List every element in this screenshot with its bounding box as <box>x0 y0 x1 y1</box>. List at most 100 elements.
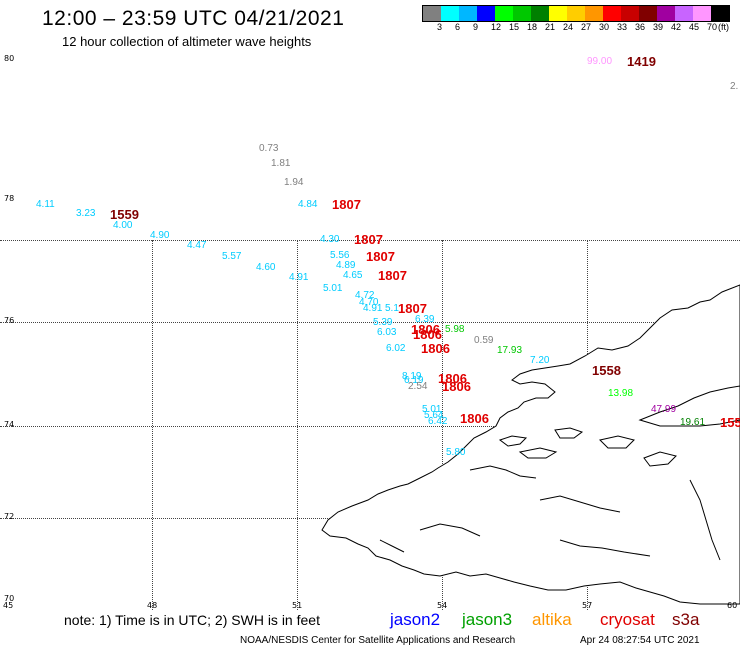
swh-reading: 99.00 <box>587 56 613 67</box>
map-title: 12:00 – 23:59 UTC 04/21/2021 <box>42 7 345 30</box>
swh-reading: 1.81 <box>271 158 291 169</box>
legend-unit: (ft) <box>718 22 729 32</box>
legend-swatch <box>567 6 585 21</box>
legend-swatch <box>423 6 441 21</box>
swh-reading: 4.70 <box>359 297 379 308</box>
satellite-s3a: s3a <box>672 610 700 629</box>
time-label: 1807 <box>398 301 427 316</box>
swh-reading: 4.72 <box>355 290 375 301</box>
swh-reading: 6.39 <box>415 314 435 325</box>
grid-line <box>297 240 298 610</box>
time-label: 1807 <box>378 268 407 283</box>
legend-label: 42 <box>671 22 682 32</box>
time-label: 1806 <box>411 322 440 337</box>
swh-reading: 4.91 <box>289 272 309 283</box>
legend-swatch <box>621 6 639 21</box>
legend-swatch <box>459 6 477 21</box>
time-label: 1559 <box>110 207 139 222</box>
swh-reading: 5.80 <box>446 447 466 458</box>
time-label: 1558 <box>592 363 621 378</box>
legend-swatch <box>639 6 657 21</box>
lon-label: 45 <box>3 601 14 610</box>
lat-label: 70 <box>4 594 15 603</box>
legend-label: 24 <box>563 22 574 32</box>
grid-line <box>0 322 740 323</box>
swh-reading: 2.54 <box>408 381 428 392</box>
legend-swatch <box>585 6 603 21</box>
legend-label: 6 <box>455 22 461 32</box>
lon-label: 54 <box>437 601 448 610</box>
swh-reading: 4.47 <box>187 240 207 251</box>
legend-swatch <box>603 6 621 21</box>
swh-reading: 4.91 <box>363 303 383 314</box>
lat-label: 76 <box>4 316 15 325</box>
swh-reading: 7.20 <box>530 355 550 366</box>
satellite-jason2: jason2 <box>390 610 441 629</box>
time-label: 1419 <box>627 54 656 69</box>
legend-label: 21 <box>545 22 556 32</box>
grid-line <box>152 240 153 610</box>
swh-reading: 4.11 <box>36 199 55 210</box>
grid-line <box>0 240 740 241</box>
legend-swatch <box>693 6 711 21</box>
lon-label: 51 <box>292 601 303 610</box>
island <box>643 451 677 467</box>
swh-reading: 5.01 <box>422 404 442 415</box>
swh-reading: 6.19 <box>404 375 424 386</box>
legend-label: 18 <box>527 22 538 32</box>
swh-reading: 3.23 <box>76 208 96 219</box>
satellite-cryosat: cryosat <box>600 610 655 629</box>
swh-reading: 4.60 <box>256 262 276 273</box>
lon-label: 60 <box>727 601 738 610</box>
swh-reading: 5.1 <box>385 303 399 314</box>
lat-label: 78 <box>4 194 15 203</box>
swh-reading: 47.99 <box>651 404 677 415</box>
legend-swatch <box>675 6 693 21</box>
time-label: 155 <box>720 415 740 430</box>
legend-label: 39 <box>653 22 664 32</box>
generation-timestamp: Apr 24 08:27:54 UTC 2021 <box>580 635 700 646</box>
time-label: 1806 <box>442 379 471 394</box>
legend-swatch <box>711 6 729 21</box>
legend-label: 27 <box>581 22 592 32</box>
credit-line: NOAA/NESDIS Center for Satellite Applica… <box>240 635 516 646</box>
island <box>498 435 528 447</box>
legend-swatch <box>441 6 459 21</box>
lon-label: 48 <box>147 601 158 610</box>
swh-reading: 5.01 <box>323 283 343 294</box>
swh-reading: 5.57 <box>222 251 242 262</box>
coastline-detail <box>689 479 721 561</box>
legend-swatch <box>657 6 675 21</box>
island <box>554 427 584 439</box>
lat-label: 72 <box>4 512 15 521</box>
swh-reading: 17.93 <box>497 345 523 356</box>
legend-swatch <box>495 6 513 21</box>
time-label: 1806 <box>421 341 450 356</box>
lon-label: 57 <box>582 601 593 610</box>
legend-label: 9 <box>473 22 479 32</box>
time-label: 1807 <box>354 232 383 247</box>
legend-label: 15 <box>509 22 520 32</box>
island <box>599 435 635 449</box>
time-label: 1807 <box>332 197 361 212</box>
swh-reading: 4.00 <box>113 220 133 231</box>
swh-reading: 4.30 <box>320 234 340 245</box>
legend-label: 30 <box>599 22 610 32</box>
satellite-jason3: jason3 <box>462 610 513 629</box>
swh-reading: 19.61 <box>680 417 706 428</box>
swh-reading: 6.02 <box>386 343 406 354</box>
swh-reading: 0.73 <box>259 143 279 154</box>
legend-label: 45 <box>689 22 700 32</box>
swh-reading: 4.65 <box>343 270 363 281</box>
island <box>638 385 740 427</box>
coastline-detail <box>379 539 405 553</box>
legend-label: 36 <box>635 22 646 32</box>
swh-reading: 5.56 <box>330 250 350 261</box>
coastline-detail <box>539 495 621 513</box>
coastline-detail <box>469 465 537 479</box>
swh-reading: 4.84 <box>298 199 318 210</box>
swh-reading: 2. <box>730 81 739 92</box>
satellite-altika: altika <box>532 610 572 629</box>
